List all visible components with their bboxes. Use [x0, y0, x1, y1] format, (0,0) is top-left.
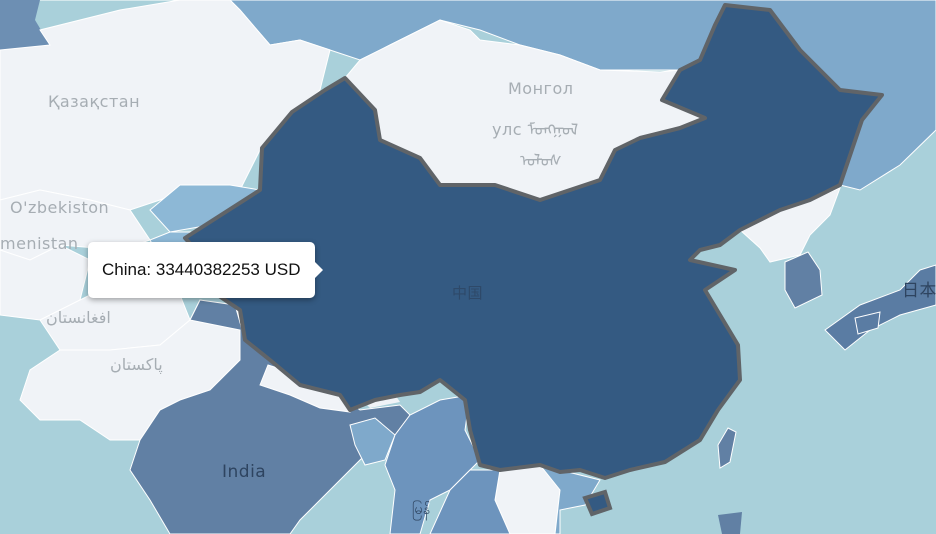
label-myanmar: မြန်	[412, 502, 431, 518]
label-mongolia-line2: улс ᠮᠣᠩᠭᠣᠯ	[492, 120, 579, 139]
region-philippines[interactable]	[718, 512, 742, 534]
label-india: India	[222, 462, 267, 482]
region-japan[interactable]	[824, 264, 936, 351]
region-china[interactable]	[183, 3, 884, 480]
region-russia-west[interactable]	[0, 0, 50, 50]
label-pakistan: پاکستان	[110, 355, 163, 374]
region-japan-kyushu[interactable]	[854, 311, 881, 335]
region-turkmenistan[interactable]	[0, 244, 91, 321]
label-mongolia-line3: ᠤᠯᠤᠰ	[520, 151, 562, 170]
label-japan: 日本	[902, 281, 936, 301]
region-vietnam[interactable]	[538, 464, 601, 534]
label-mongolia: Монгол	[508, 79, 574, 98]
tooltip-separator: :	[146, 260, 156, 279]
label-afghanistan: افغانستان	[46, 308, 111, 327]
region-taiwan[interactable]	[717, 427, 737, 469]
label-china: 中国	[452, 284, 484, 302]
region-china-hainan[interactable]	[582, 489, 613, 517]
label-turkmenistan: menistan	[0, 234, 79, 253]
label-uzbekistan: O'zbekiston	[10, 198, 110, 217]
map-tooltip: China: 33440382253 USD	[88, 242, 323, 298]
region-thailand[interactable]	[429, 469, 511, 534]
tooltip-unit: USD	[264, 260, 301, 279]
region-bangladesh[interactable]	[349, 417, 396, 466]
region-south-korea[interactable]	[784, 251, 823, 309]
tooltip-country: China	[102, 260, 147, 279]
label-kazakhstan: Қазақстан	[48, 92, 141, 111]
tooltip-value: 33440382253	[155, 260, 260, 279]
